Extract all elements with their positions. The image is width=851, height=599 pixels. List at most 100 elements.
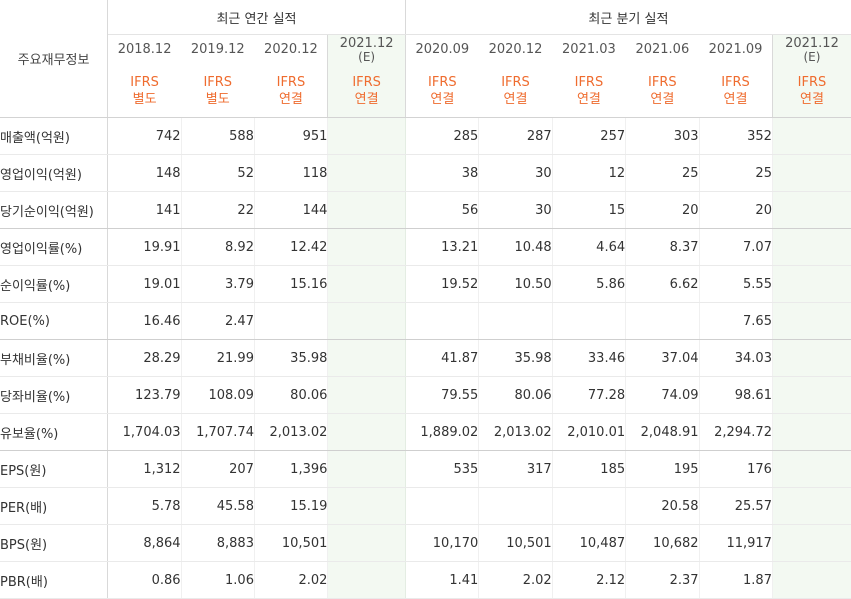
- value-cell: [404, 487, 480, 525]
- consolidation-type: 연결: [278, 92, 303, 107]
- row-label: 당기순이익(억원): [0, 191, 109, 229]
- value-cell: 98.61: [699, 376, 773, 414]
- value-cell: 74.09: [625, 376, 700, 414]
- row-label: PBR(배): [0, 561, 109, 599]
- estimate-marker: (E): [358, 49, 376, 64]
- estimate-cell: [327, 376, 406, 414]
- quarter-group-header: 최근 분기 실적: [404, 0, 851, 35]
- accounting-standard: IFRS: [203, 75, 233, 90]
- table-row: 유보율(%) 1,704.03 1,707.74 2,013.02 1,889.02 2,…: [0, 413, 851, 451]
- period-label: 2021.12: [339, 35, 394, 51]
- value-cell: 207: [181, 450, 255, 488]
- estimate-cell: [327, 228, 406, 266]
- period-header: 2020.12: [479, 35, 552, 66]
- period-label: 2019.12: [190, 42, 245, 57]
- estimate-cell: [771, 265, 851, 303]
- estimate-cell: [771, 154, 851, 192]
- value-cell: 10,501: [254, 524, 329, 562]
- consolidation-type: 연결: [800, 92, 824, 107]
- value-cell: 8.37: [625, 228, 700, 266]
- value-cell: 10.48: [478, 228, 553, 266]
- estimate-cell: [771, 228, 851, 266]
- row-label: ROE(%): [0, 302, 109, 340]
- accounting-type-header: IFRS 연결: [254, 65, 328, 118]
- table-header: 주요재무정보 최근 연간 실적 최근 분기 실적 2018.12 2019.12 2…: [0, 0, 851, 118]
- accounting-type-row: IFRS 별도 IFRS 별도 IFRS 연결 IFRS 연결 IFRS 연결 IFRS 연결 IFRS…: [0, 65, 851, 118]
- estimate-cell: [771, 450, 851, 488]
- estimate-cell: [327, 191, 406, 229]
- value-cell: 33.46: [552, 339, 627, 377]
- row-label: BPS(원): [0, 524, 109, 562]
- value-cell: 10,487: [552, 524, 627, 562]
- value-cell: 6.62: [625, 265, 700, 303]
- accounting-standard: IFRS: [130, 75, 159, 90]
- period-label: 2018.12: [117, 42, 172, 57]
- value-cell: 7.07: [699, 228, 773, 266]
- value-cell: 535: [404, 450, 480, 488]
- value-cell: 2,010.01: [552, 413, 627, 451]
- value-cell: 13.21: [404, 228, 480, 266]
- period-header: 2021.12 (E): [327, 34, 406, 65]
- table-row: ROE(%) 16.46 2.47 7.65: [0, 302, 851, 340]
- row-label: 영업이익률(%): [0, 228, 109, 266]
- value-cell: 10,170: [404, 524, 480, 562]
- accounting-standard: IFRS: [352, 75, 381, 90]
- value-cell: 15.19: [254, 487, 329, 525]
- table-title: 주요재무정보: [0, 0, 109, 118]
- value-cell: 951: [254, 117, 329, 155]
- value-cell: 52: [181, 154, 255, 192]
- estimate-cell: [327, 265, 406, 303]
- value-cell: 2,013.02: [254, 413, 329, 451]
- consolidation-type: 연결: [723, 92, 748, 107]
- value-cell: 2,013.02: [478, 413, 553, 451]
- period-header: 2018.12: [108, 35, 181, 66]
- accounting-type-header: IFRS 별도: [181, 65, 255, 118]
- value-cell: 41.87: [404, 339, 480, 377]
- table-row: 매출액(억원) 742 588 951 285 287 257 303 352: [0, 117, 851, 155]
- accounting-type-header: IFRS 별도: [107, 65, 182, 118]
- value-cell: [552, 487, 627, 525]
- table-row: 당좌비율(%) 123.79 108.09 80.06 79.55 80.06 77.28 7…: [0, 376, 851, 414]
- accounting-standard: IFRS: [648, 75, 677, 90]
- value-cell: 2.02: [478, 561, 553, 599]
- value-cell: 176: [699, 450, 773, 488]
- value-cell: 21.99: [181, 339, 255, 377]
- estimate-cell: [327, 339, 406, 377]
- accounting-standard: IFRS: [276, 75, 306, 90]
- accounting-type-header: IFRS 연결: [771, 65, 851, 118]
- value-cell: 1,707.74: [181, 413, 255, 451]
- period-header: 2021.06: [626, 35, 699, 66]
- consolidation-type: 연결: [650, 92, 675, 107]
- value-cell: 0.86: [107, 561, 182, 599]
- value-cell: 148: [107, 154, 182, 192]
- value-cell: 22: [181, 191, 255, 229]
- estimate-cell: [327, 154, 406, 192]
- value-cell: 80.06: [254, 376, 329, 414]
- table-row: BPS(원) 8,864 8,883 10,501 10,170 10,501 10,487…: [0, 524, 851, 562]
- value-cell: 195: [625, 450, 700, 488]
- value-cell: 35.98: [478, 339, 553, 377]
- value-cell: 19.01: [107, 265, 182, 303]
- estimate-marker: (E): [803, 49, 821, 64]
- value-cell: 141: [107, 191, 182, 229]
- value-cell: 1,312: [107, 450, 182, 488]
- table-row: PBR(배) 0.86 1.06 2.02 1.41 2.02 2.12 2.37 1.87: [0, 561, 851, 599]
- value-cell: 77.28: [552, 376, 627, 414]
- estimate-cell: [327, 524, 406, 562]
- value-cell: [478, 487, 553, 525]
- period-label: 2020.09: [415, 42, 470, 57]
- value-cell: 742: [107, 117, 182, 155]
- value-cell: 144: [254, 191, 329, 229]
- value-cell: 10,682: [625, 524, 700, 562]
- value-cell: 79.55: [404, 376, 480, 414]
- value-cell: 1,889.02: [404, 413, 480, 451]
- row-label: 영업이익(억원): [0, 154, 109, 192]
- estimate-cell: [327, 302, 406, 340]
- value-cell: 38: [404, 154, 480, 192]
- value-cell: [625, 302, 700, 340]
- period-label: 2021.03: [562, 42, 616, 57]
- value-cell: [404, 302, 480, 340]
- period-header: 2021.12 (E): [771, 34, 851, 65]
- value-cell: 45.58: [181, 487, 255, 525]
- value-cell: 10,501: [478, 524, 553, 562]
